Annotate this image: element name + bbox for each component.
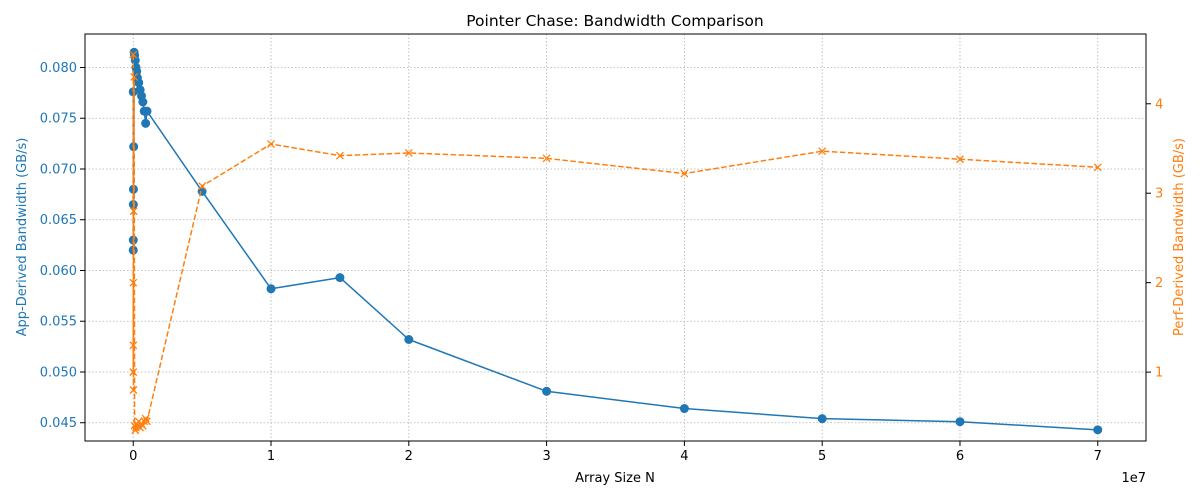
app-bandwidth-point: [266, 284, 276, 294]
perf-bandwidth-point: [542, 154, 551, 163]
app-bandwidth-point: [955, 417, 965, 427]
chart-title: Pointer Chase: Bandwidth Comparison: [466, 12, 763, 30]
perf-bandwidth-point: [129, 278, 138, 287]
perf-bandwidth-point: [131, 426, 140, 435]
x-axis-title: Array Size N: [575, 471, 655, 486]
y-left-tick-label: 0.070: [40, 162, 77, 177]
perf-bandwidth-point: [129, 50, 138, 59]
x-tick-label: 5: [818, 449, 826, 464]
y-left-tick-label: 0.065: [40, 213, 77, 228]
plot-frame: [84, 33, 1147, 442]
app-bandwidth-point: [542, 386, 552, 396]
perf-bandwidth-point: [143, 417, 151, 426]
y-left-tick-label: 0.080: [40, 61, 77, 76]
perf-bandwidth-point: [680, 169, 689, 178]
y-left-tick-label: 0.060: [40, 264, 77, 279]
app-bandwidth-point: [679, 404, 689, 414]
perf-bandwidth-point: [1093, 163, 1102, 172]
perf-bandwidth-point: [129, 341, 138, 350]
perf-bandwidth-point: [198, 182, 207, 191]
app-bandwidth-point: [1093, 425, 1103, 435]
x-tick-label: 3: [542, 449, 550, 464]
axis-layer: 0 1 2 3 4 5 6 7 0.045 0.050 0.055 0.060 0.065 0.070 0.…: [40, 61, 1164, 464]
x-offset-label: 1e7: [1121, 471, 1146, 486]
app-bandwidth-point: [817, 414, 827, 424]
app-bandwidth-point: [134, 78, 144, 88]
x-tick-label: 4: [680, 449, 688, 464]
perf-bandwidth-point: [956, 155, 964, 164]
y-left-tick-label: 0.050: [40, 365, 77, 380]
y-right-tick-label: 1: [1155, 366, 1163, 381]
x-tick-label: 7: [1094, 449, 1102, 464]
app-bandwidth-point: [142, 106, 152, 116]
perf-bandwidth-point: [130, 72, 139, 81]
perf-bandwidth-line: [132, 54, 1098, 432]
perf-bandwidth-point: [818, 147, 827, 156]
y-right-axis-title: Perf-Derived Bandwidth (GB/s): [1172, 138, 1187, 336]
app-bandwidth-line: [132, 51, 1098, 431]
y-right-tick-label: 2: [1155, 276, 1163, 291]
perf-bandwidth-point: [404, 149, 413, 157]
app-bandwidth-point: [138, 97, 148, 107]
grid-layer: [85, 34, 1146, 441]
x-tick-label: 6: [956, 449, 964, 464]
x-tick-label: 2: [405, 449, 413, 464]
y-left-tick-label: 0.075: [40, 112, 77, 127]
app-bandwidth-point: [335, 273, 345, 283]
y-left-axis-title: App-Derived Bandwidth (GB/s): [15, 138, 30, 337]
perf-bandwidth-point: [129, 386, 138, 394]
x-tick-label: 1: [267, 449, 275, 464]
y-right-tick-label: 3: [1155, 187, 1163, 202]
perf-bandwidth-point: [129, 207, 138, 216]
perf-bandwidth-point: [335, 151, 344, 160]
y-left-tick-label: 0.045: [40, 416, 77, 431]
app-bandwidth-point: [141, 118, 151, 128]
app-bandwidth-point: [404, 335, 414, 345]
y-left-tick-label: 0.055: [40, 315, 77, 330]
x-tick-label: 0: [129, 449, 137, 464]
y-right-tick-label: 4: [1155, 97, 1163, 112]
perf-bandwidth-point: [267, 140, 275, 148]
series-layer: [128, 47, 1103, 435]
perf-bandwidth-point: [129, 368, 138, 377]
